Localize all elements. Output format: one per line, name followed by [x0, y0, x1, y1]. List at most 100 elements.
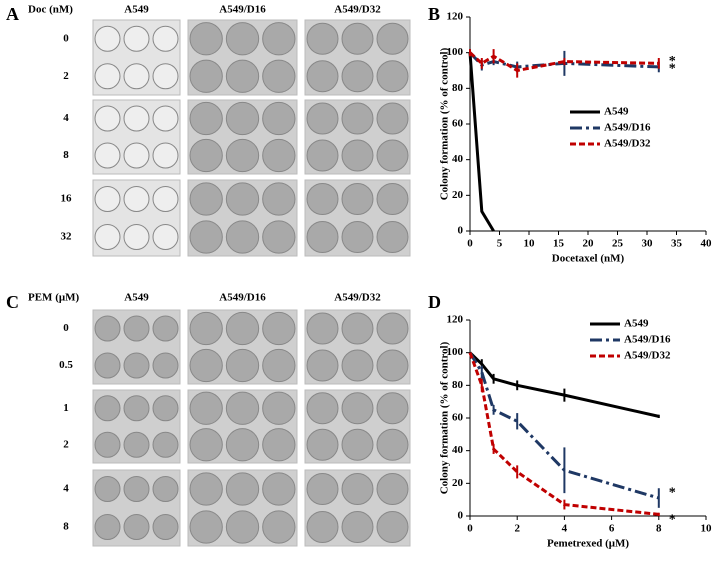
well	[376, 102, 409, 135]
well	[123, 63, 150, 90]
panel-letter: B	[428, 4, 440, 24]
x-tick-label: 35	[671, 238, 683, 250]
column-label: A549/D32	[334, 292, 381, 304]
well	[376, 183, 409, 215]
annotation: *	[669, 513, 676, 528]
well	[189, 182, 223, 216]
x-axis-label: Pemetrexed (μM)	[547, 538, 629, 550]
well	[225, 391, 260, 425]
well	[189, 348, 223, 383]
well	[376, 428, 409, 461]
well	[376, 392, 409, 425]
well	[152, 105, 179, 132]
y-tick-label: 40	[452, 153, 464, 165]
plate-header: Doc (nM)	[28, 4, 73, 16]
x-tick-label: 10	[524, 238, 536, 250]
y-tick-label: 60	[452, 118, 464, 130]
legend-label: A549/D16	[624, 334, 671, 346]
row-label: 2	[63, 438, 69, 450]
well	[341, 221, 374, 253]
y-tick-label: 0	[458, 510, 464, 522]
well	[152, 63, 179, 90]
well	[376, 473, 409, 505]
well	[189, 101, 223, 136]
column-label: A549	[124, 292, 149, 304]
well	[94, 315, 121, 342]
well	[152, 224, 179, 250]
well	[123, 431, 150, 458]
row-label: 2	[63, 70, 69, 82]
annotation: *	[669, 62, 676, 77]
well	[341, 60, 374, 93]
well	[376, 139, 409, 172]
y-tick-label: 120	[447, 314, 464, 326]
well	[262, 311, 296, 346]
well	[262, 59, 296, 93]
y-tick-label: 20	[452, 189, 464, 201]
well	[225, 182, 260, 216]
row-label: 0.5	[59, 359, 73, 371]
well	[306, 428, 339, 461]
well	[152, 352, 179, 379]
well	[123, 395, 150, 422]
panel-letter: D	[428, 292, 441, 312]
row-label: 0	[63, 32, 69, 44]
well	[225, 311, 260, 346]
well	[262, 101, 296, 136]
x-tick-label: 30	[642, 238, 654, 250]
well	[306, 60, 339, 93]
well	[341, 22, 374, 55]
x-axis-label: Docetaxel (nM)	[552, 253, 625, 265]
well	[262, 472, 296, 506]
well	[225, 101, 260, 136]
well	[376, 221, 409, 253]
well	[123, 352, 150, 379]
well	[225, 348, 260, 383]
well	[262, 510, 296, 544]
row-label: 32	[61, 231, 73, 243]
legend-label: A549	[604, 106, 629, 118]
well	[262, 391, 296, 425]
x-tick-label: 6	[609, 523, 615, 535]
y-tick-label: 0	[458, 225, 464, 237]
well	[152, 25, 179, 52]
column-label: A549/D16	[219, 4, 266, 16]
well	[152, 186, 179, 212]
well	[94, 395, 121, 422]
well	[306, 139, 339, 172]
well	[189, 22, 223, 56]
well	[225, 220, 260, 254]
legend-label: A549/D32	[624, 350, 671, 362]
y-tick-label: 120	[447, 11, 464, 23]
well	[262, 138, 296, 173]
row-label: 1	[63, 402, 69, 414]
well	[262, 348, 296, 383]
column-label: A549/D16	[219, 292, 266, 304]
y-tick-label: 40	[452, 444, 464, 456]
well	[189, 510, 223, 544]
well	[123, 186, 150, 212]
well	[152, 395, 179, 422]
series-line	[468, 51, 659, 73]
x-tick-label: 8	[656, 523, 662, 535]
well	[376, 60, 409, 93]
well	[306, 312, 339, 345]
well	[341, 183, 374, 215]
well	[306, 221, 339, 253]
well	[189, 311, 223, 346]
well	[189, 220, 223, 254]
row-label: 8	[63, 521, 69, 533]
row-label: 4	[63, 112, 69, 124]
well	[225, 59, 260, 93]
well	[94, 352, 121, 379]
y-axis-label: Colony formation (% of control)	[439, 47, 451, 200]
y-tick-label: 100	[447, 346, 464, 358]
well	[341, 392, 374, 425]
well	[123, 315, 150, 342]
panel-letter: C	[6, 292, 19, 312]
well	[225, 138, 260, 173]
well	[123, 105, 150, 132]
series-line	[468, 351, 660, 500]
row-label: 0	[63, 322, 69, 334]
column-label: A549	[124, 4, 149, 16]
